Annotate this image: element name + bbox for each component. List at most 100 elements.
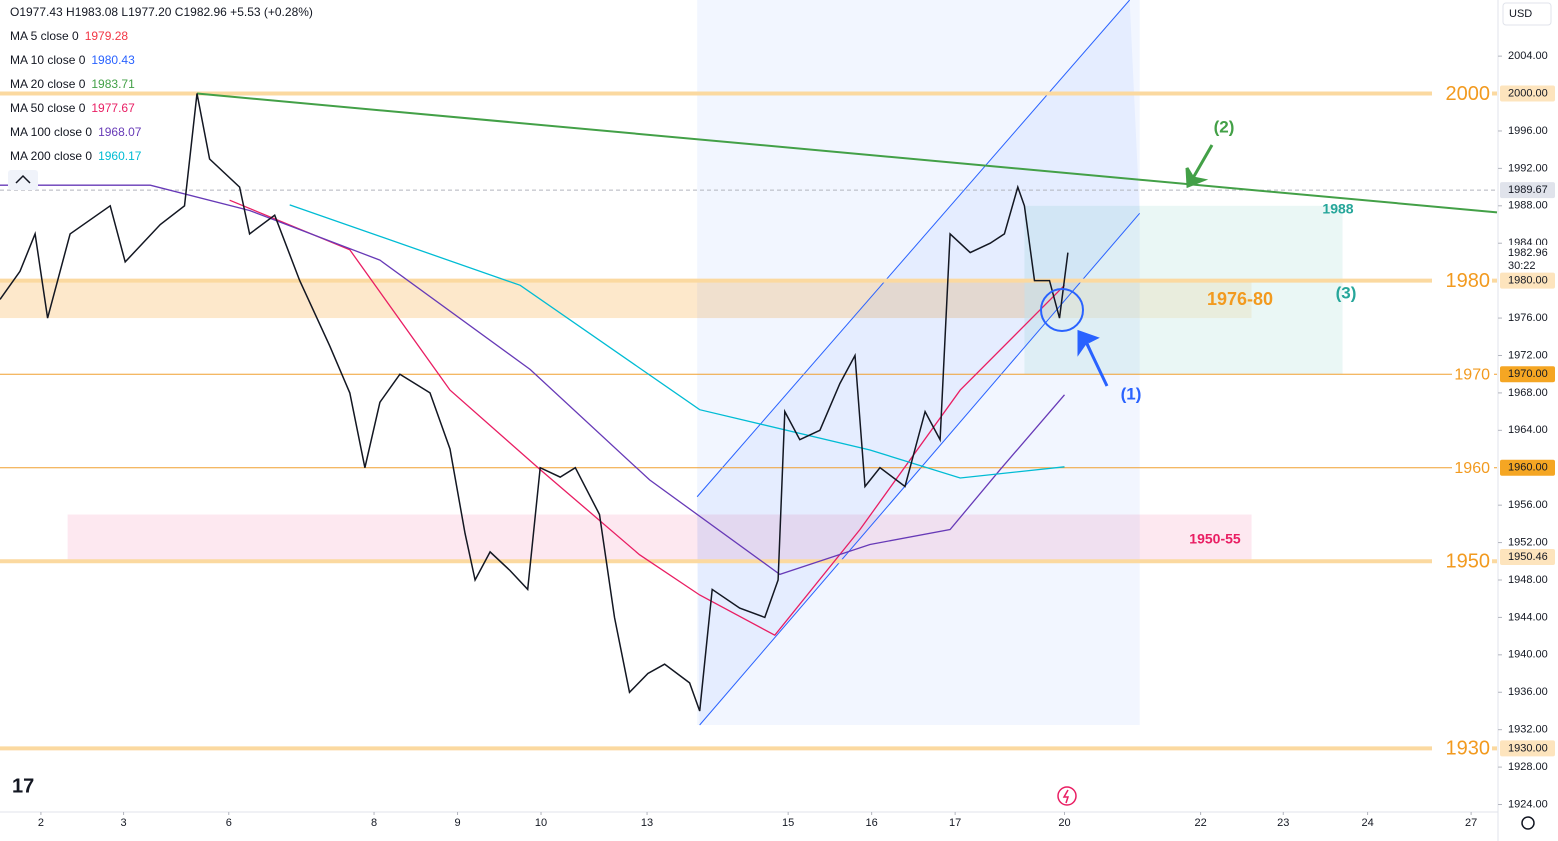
y-tick-label: 1988.00: [1508, 200, 1548, 212]
x-tick-label: 2: [38, 817, 44, 829]
y-tick-label: 1944.00: [1508, 611, 1548, 623]
price-label-bg: [1500, 366, 1555, 383]
moving-average: [0, 184, 1065, 576]
y-tick-label: 2004.00: [1508, 50, 1548, 62]
y-tick-label: 1940.00: [1508, 649, 1548, 661]
level-label-bg: [1432, 268, 1492, 293]
price-label: 1982.96: [1508, 247, 1548, 259]
zone-label: 1988: [1322, 201, 1353, 217]
moving-average: [289, 204, 1065, 479]
level-label: 1980: [1446, 270, 1491, 292]
y-tick-label: 1992.00: [1508, 162, 1548, 174]
price-label: 1989.67: [1508, 184, 1548, 196]
level-label-bg: [1452, 362, 1494, 387]
y-tick-label: 1928.00: [1508, 761, 1548, 773]
y-tick-label: 1952.00: [1508, 536, 1548, 548]
price-label: 2000.00: [1508, 87, 1548, 99]
plot: 2000 1980 1970 1960 1950 1930 1976-80 1950-55 19…: [0, 0, 1498, 761]
level-label: 1930: [1446, 738, 1491, 760]
y-tick-label: 1924.00: [1508, 798, 1548, 810]
x-tick-label: 24: [1361, 817, 1373, 829]
y-tick-label: 1936.00: [1508, 686, 1548, 698]
currency-button[interactable]: [1502, 2, 1552, 26]
channel-line: [696, 0, 1131, 498]
y-tick-label: 1968.00: [1508, 387, 1548, 399]
x-tick-label: 13: [641, 817, 653, 829]
x-tick-label: 20: [1058, 817, 1070, 829]
level-label: 1970: [1454, 366, 1490, 383]
legend-value: 1968.07: [98, 125, 142, 139]
y-tick-label: 1964.00: [1508, 424, 1548, 436]
level-label-bg: [1452, 455, 1494, 480]
lightning-icon[interactable]: [1057, 786, 1077, 806]
x-tick-label: 3: [121, 817, 127, 829]
legend-name: MA 50 close 0: [10, 101, 86, 115]
level-label-bg: [1432, 549, 1492, 574]
legend-name: MA 5 close 0: [10, 29, 79, 43]
x-tick-label: 16: [866, 817, 878, 829]
x-tick-label: 10: [535, 817, 547, 829]
y-tick-label: 1948.00: [1508, 574, 1548, 586]
legend-name: MA 10 close 0: [10, 53, 86, 67]
zone-label: 1976-80: [1207, 289, 1273, 309]
price-label-bg: [1500, 272, 1555, 289]
x-tick-label: 23: [1277, 817, 1289, 829]
level-label: 2000: [1446, 83, 1491, 105]
zone-label: 1950-55: [1189, 531, 1241, 547]
currency[interactable]: USD: [1509, 8, 1532, 20]
x-tick-label: 17: [949, 817, 961, 829]
price-label-bg: [1500, 244, 1555, 273]
axes: 2004.001996.001992.001988.001984.001976.…: [38, 50, 1555, 829]
x-tick-label: 8: [371, 817, 377, 829]
price-label-bg: [1500, 548, 1555, 565]
highlight-circle: [1040, 288, 1084, 332]
y-tick-label: 1976.00: [1508, 312, 1548, 324]
channel-fill: [697, 0, 1140, 725]
level-label-bg: [1432, 81, 1492, 106]
settings-gear[interactable]: [1521, 816, 1535, 830]
legend-value: 1980.43: [91, 53, 135, 67]
channel-shade: [697, 0, 1140, 725]
level-label: 1960: [1454, 460, 1490, 477]
trendline: [196, 92, 1498, 214]
legend-name: MA 100 close 0: [10, 125, 92, 139]
collapse-legend[interactable]: [8, 170, 38, 190]
annotation: (3): [1336, 283, 1357, 302]
price-label-bg: [1500, 85, 1555, 102]
price-label: 1950.46: [1508, 551, 1548, 563]
level-label-bg: [1432, 736, 1492, 761]
y-tick-label: 1956.00: [1508, 499, 1548, 511]
y-tick-label: 1932.00: [1508, 724, 1548, 736]
ohlc-header: O1977.43 H1983.08 L1977.20 C1982.96 +5.5…: [10, 5, 313, 19]
arrow: [1077, 329, 1109, 387]
annotation: (2): [1214, 117, 1235, 136]
legend-name: MA 20 close 0: [10, 77, 86, 91]
price-line: [0, 93, 1069, 712]
price-label: 1960.00: [1508, 462, 1548, 474]
lightning-bolt: [1062, 789, 1070, 804]
moving-average: [229, 199, 1065, 637]
zone: [67, 514, 1252, 562]
price-label: 1930.00: [1508, 742, 1548, 754]
level-label: 1950: [1446, 551, 1491, 573]
y-tick-label: 1972.00: [1508, 349, 1548, 361]
legend-name: MA 200 close 0: [10, 149, 92, 163]
arrow: [1185, 144, 1214, 189]
collapse-icon: [15, 174, 31, 184]
price-label-bg: [1500, 182, 1555, 199]
price-label-bg: [1500, 740, 1555, 757]
countdown: 30:22: [1508, 260, 1536, 272]
x-tick-label: 27: [1465, 817, 1477, 829]
zone: [1024, 205, 1343, 375]
x-tick-label: 6: [226, 817, 232, 829]
legend-value: 1983.71: [91, 77, 135, 91]
logo: 17: [12, 775, 34, 797]
x-tick-label: 22: [1194, 817, 1206, 829]
x-tick-label: 15: [782, 817, 794, 829]
legend-value: 1977.67: [91, 101, 135, 115]
y-tick-label: 1996.00: [1508, 125, 1548, 137]
price-label-bg: [1500, 459, 1555, 476]
